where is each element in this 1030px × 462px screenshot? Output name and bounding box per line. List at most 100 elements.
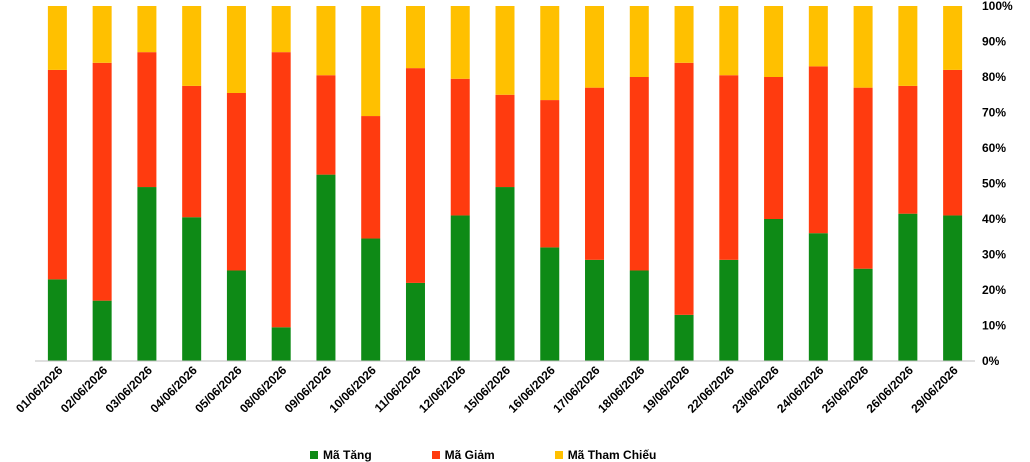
bar-ma-tham-chieu-09-06-2026 xyxy=(316,6,336,76)
y-tick-label: 20% xyxy=(982,283,1006,297)
bar-ma-tang-12-06-2026 xyxy=(450,215,470,361)
bar-ma-tham-chieu-10-06-2026 xyxy=(361,6,381,117)
bar-ma-tham-chieu-05-06-2026 xyxy=(226,6,246,93)
y-tick-label: 30% xyxy=(982,248,1006,262)
legend-label-ma-tham-chieu: Mã Tham Chiếu xyxy=(567,448,657,462)
bar-ma-tham-chieu-11-06-2026 xyxy=(405,6,425,69)
x-tick-label: 24/06/2026 xyxy=(774,363,827,416)
y-tick-label: 0% xyxy=(982,354,1000,368)
y-tick-label: 10% xyxy=(982,319,1006,333)
bar-ma-tham-chieu-25-06-2026 xyxy=(853,6,873,88)
x-tick-label: 23/06/2026 xyxy=(729,363,782,416)
x-tick-label: 09/06/2026 xyxy=(282,363,335,416)
bar-ma-tham-chieu-24-06-2026 xyxy=(808,6,828,67)
bar-ma-giam-24-06-2026 xyxy=(808,66,828,234)
bar-ma-giam-29-06-2026 xyxy=(943,69,963,216)
bar-ma-tang-23-06-2026 xyxy=(764,219,784,361)
bars-layer xyxy=(47,6,963,362)
y-tick-label: 60% xyxy=(982,141,1006,155)
x-tick-label: 11/06/2026 xyxy=(372,363,424,415)
x-tick-label: 26/06/2026 xyxy=(864,363,917,416)
bar-ma-tang-22-06-2026 xyxy=(719,259,739,361)
bar-ma-tang-24-06-2026 xyxy=(808,233,828,361)
bar-ma-giam-02-06-2026 xyxy=(92,62,112,301)
bar-ma-tham-chieu-12-06-2026 xyxy=(450,6,470,79)
bar-ma-giam-04-06-2026 xyxy=(182,85,202,218)
legend-swatch-ma-tham-chieu xyxy=(554,451,563,459)
bar-ma-tham-chieu-15-06-2026 xyxy=(495,6,515,95)
bar-ma-tang-01-06-2026 xyxy=(47,279,67,361)
x-axis-tick-labels: 01/06/202602/06/202603/06/202604/06/2026… xyxy=(13,363,961,416)
x-tick-label: 29/06/2026 xyxy=(908,363,961,416)
x-tick-label: 10/06/2026 xyxy=(326,363,379,416)
bar-ma-tang-29-06-2026 xyxy=(943,215,963,361)
bar-ma-giam-23-06-2026 xyxy=(764,77,784,219)
bar-ma-tham-chieu-23-06-2026 xyxy=(764,6,784,77)
x-tick-label: 22/06/2026 xyxy=(685,363,738,416)
bar-ma-tham-chieu-26-06-2026 xyxy=(898,6,918,86)
legend-label-ma-tang: Mã Tăng xyxy=(323,448,372,462)
bar-ma-tang-19-06-2026 xyxy=(674,314,694,361)
x-tick-label: 17/06/2026 xyxy=(550,363,603,416)
y-tick-label: 90% xyxy=(982,35,1006,49)
x-tick-label: 12/06/2026 xyxy=(416,363,469,416)
bar-ma-giam-08-06-2026 xyxy=(271,52,291,328)
bar-ma-tham-chieu-22-06-2026 xyxy=(719,6,739,76)
bar-ma-giam-26-06-2026 xyxy=(898,85,918,214)
bar-ma-giam-16-06-2026 xyxy=(540,100,560,248)
x-tick-label: 15/06/2026 xyxy=(461,363,514,416)
x-tick-label: 08/06/2026 xyxy=(237,363,290,416)
y-tick-label: 100% xyxy=(982,0,1013,13)
y-tick-label: 40% xyxy=(982,212,1006,226)
x-tick-label: 16/06/2026 xyxy=(506,363,559,416)
legend-item-ma-giam: Mã Giảm xyxy=(431,448,495,462)
bar-ma-tham-chieu-17-06-2026 xyxy=(585,6,605,88)
bar-ma-tham-chieu-02-06-2026 xyxy=(92,6,112,63)
legend-label-ma-giam: Mã Giảm xyxy=(444,448,495,462)
bar-ma-giam-10-06-2026 xyxy=(361,116,381,239)
legend-swatch-ma-tang xyxy=(310,451,318,459)
y-axis-tick-labels: 0% 10% 20% 30% 40% 50% 60% 70% 80% 90% 100% xyxy=(982,0,1013,368)
bar-ma-tang-09-06-2026 xyxy=(316,174,336,362)
bar-ma-tang-17-06-2026 xyxy=(585,259,605,361)
bar-ma-giam-03-06-2026 xyxy=(137,52,157,188)
legend: Mã Tăng Mã Giảm Mã Tham Chiếu xyxy=(310,448,656,462)
bar-ma-tham-chieu-19-06-2026 xyxy=(674,6,694,63)
bar-ma-tang-18-06-2026 xyxy=(629,270,649,361)
y-tick-label: 50% xyxy=(982,177,1006,191)
x-tick-label: 03/06/2026 xyxy=(103,363,156,416)
bar-ma-giam-05-06-2026 xyxy=(226,92,246,271)
bar-ma-tham-chieu-04-06-2026 xyxy=(182,6,202,86)
bar-ma-giam-15-06-2026 xyxy=(495,94,515,188)
bar-ma-giam-25-06-2026 xyxy=(853,87,873,269)
x-tick-label: 18/06/2026 xyxy=(595,363,648,416)
bar-ma-tang-08-06-2026 xyxy=(271,327,291,361)
bar-ma-tang-03-06-2026 xyxy=(137,187,157,361)
bar-ma-giam-09-06-2026 xyxy=(316,75,336,175)
bar-ma-tham-chieu-16-06-2026 xyxy=(540,6,560,101)
bar-ma-giam-18-06-2026 xyxy=(629,77,649,271)
y-tick-label: 70% xyxy=(982,106,1006,120)
bar-ma-tang-10-06-2026 xyxy=(361,238,381,361)
x-tick-label: 05/06/2026 xyxy=(192,363,245,416)
legend-item-ma-tham-chieu: Mã Tham Chiếu xyxy=(554,448,657,462)
bar-ma-tham-chieu-03-06-2026 xyxy=(137,6,157,53)
bar-ma-tham-chieu-18-06-2026 xyxy=(629,6,649,77)
x-tick-label: 02/06/2026 xyxy=(58,363,111,416)
bar-ma-tang-26-06-2026 xyxy=(898,213,918,361)
legend-item-ma-tang: Mã Tăng xyxy=(310,448,372,462)
y-tick-label: 80% xyxy=(982,70,1006,84)
bar-ma-giam-22-06-2026 xyxy=(719,75,739,260)
bar-ma-tang-16-06-2026 xyxy=(540,247,560,361)
bar-ma-tham-chieu-01-06-2026 xyxy=(47,6,67,70)
bar-ma-tang-05-06-2026 xyxy=(226,270,246,361)
bar-ma-tang-11-06-2026 xyxy=(405,282,425,361)
x-tick-label: 19/06/2026 xyxy=(640,363,693,416)
x-tick-label: 04/06/2026 xyxy=(147,363,200,416)
legend-swatch-ma-giam xyxy=(431,451,440,459)
x-tick-label: 25/06/2026 xyxy=(819,363,872,416)
bar-ma-tang-15-06-2026 xyxy=(495,187,515,361)
bar-ma-tang-02-06-2026 xyxy=(92,300,112,361)
bar-ma-giam-11-06-2026 xyxy=(405,68,425,283)
